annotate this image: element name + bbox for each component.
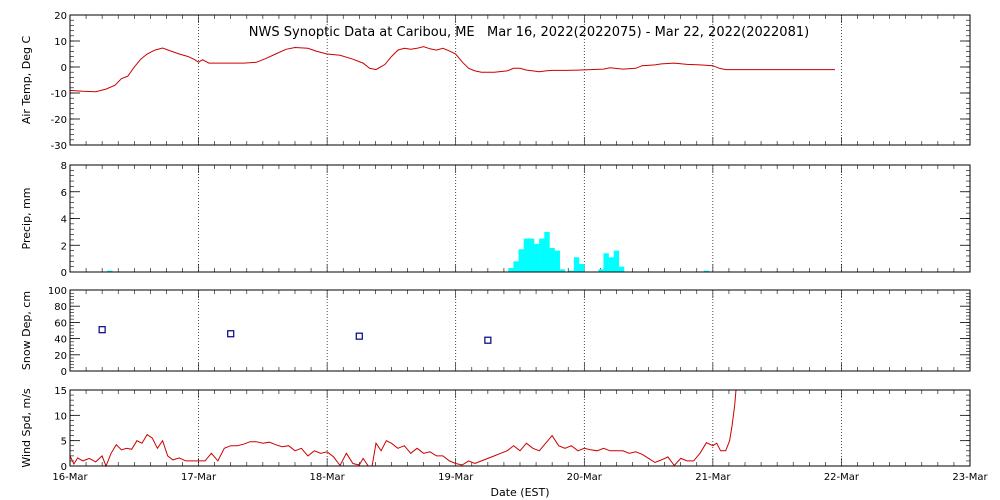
chart-title: NWS Synoptic Data at Caribou, ME Mar 16,… — [249, 25, 809, 40]
precip-y-tick-label: 0 — [61, 268, 67, 279]
snow-y-tick-label: 20 — [54, 351, 67, 362]
temp-y-tick-label: -10 — [51, 89, 67, 100]
x-tick-label: 21-Mar — [695, 472, 731, 483]
wind-panel-frame — [69, 389, 971, 467]
precip-bar — [603, 253, 609, 272]
x-tick-label: 19-Mar — [438, 472, 474, 483]
wind-y-tick-label: 10 — [54, 411, 67, 422]
precip-bar — [518, 249, 524, 272]
snow-point — [227, 330, 235, 338]
x-tick-label: 23-Mar — [952, 472, 988, 483]
precip-bar — [528, 238, 535, 272]
x-tick-label: 17-Mar — [181, 472, 217, 483]
x-axis-label: Date (EST) — [490, 486, 549, 499]
precip-y-tick-label: 6 — [61, 188, 67, 199]
snow-panel-frame — [69, 289, 971, 372]
precip-bar — [559, 269, 566, 272]
precip-bar — [513, 261, 519, 272]
x-tick-label: 20-Mar — [567, 472, 603, 483]
precip-y-axis-label: Precip, mm — [20, 188, 33, 250]
precip-y-tick-label: 2 — [61, 241, 67, 252]
precip-bar — [703, 270, 710, 272]
temp-panel-frame — [69, 14, 971, 146]
snow-y-tick-label: 80 — [54, 302, 67, 313]
temp-y-tick-label: -30 — [51, 141, 67, 152]
wind-y-tick-label: 15 — [54, 386, 67, 397]
x-tick-label: 16-Mar — [52, 472, 88, 483]
snow-y-tick-label: 40 — [54, 335, 67, 346]
snow-y-tick-label: 100 — [48, 286, 67, 297]
snow-y-tick-label: 60 — [54, 318, 67, 329]
precip-bar — [107, 270, 113, 272]
temp-y-tick-label: 0 — [61, 63, 67, 74]
x-tick-label: 22-Mar — [824, 472, 860, 483]
temp-y-tick-label: 10 — [54, 37, 67, 48]
temp-y-tick-label: -20 — [51, 115, 67, 126]
snow-y-axis-label: Snow Dep, cm — [20, 291, 33, 370]
precip-bar — [549, 247, 555, 272]
precip-panel-frame — [69, 164, 971, 273]
precip-bar — [568, 270, 575, 272]
precip-bar — [579, 263, 585, 272]
temp-y-tick-label: 20 — [54, 11, 67, 22]
x-tick-label: 18-Mar — [310, 472, 346, 483]
precip-y-tick-label: 4 — [61, 215, 67, 226]
wind-y-axis-label: Wind Spd, m/s — [20, 388, 33, 468]
precip-bar — [598, 269, 604, 272]
precip-y-tick-label: 8 — [61, 161, 67, 172]
precip-bar — [573, 257, 580, 272]
temp-series-line — [69, 46, 835, 93]
temp-y-axis-label: Air Temp, Deg C — [20, 36, 33, 125]
snow-point — [484, 336, 492, 344]
precip-bar — [508, 267, 514, 272]
snow-point — [98, 326, 106, 334]
precip-bar — [544, 231, 550, 272]
precip-bar — [534, 243, 540, 272]
precip-bar — [539, 238, 545, 272]
precip-bar — [613, 250, 620, 272]
wind-y-tick-label: 5 — [61, 437, 67, 448]
precip-bar — [554, 250, 560, 272]
precip-bar — [608, 257, 614, 272]
snow-point — [355, 332, 363, 340]
wind-y-tick-label: 0 — [61, 462, 67, 473]
snow-y-tick-label: 0 — [61, 367, 67, 378]
precip-bar — [618, 266, 625, 272]
precip-bar — [523, 238, 530, 272]
wind-series-line — [69, 389, 737, 468]
